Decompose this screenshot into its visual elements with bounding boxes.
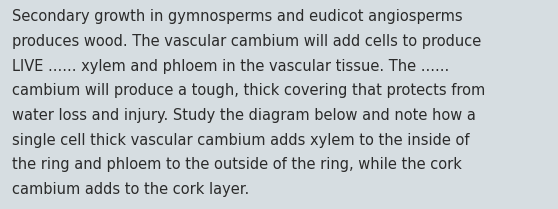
Text: cambium will produce a tough, thick covering that protects from: cambium will produce a tough, thick cove… <box>12 83 485 98</box>
Text: LIVE ...... xylem and phloem in the vascular tissue. The ......: LIVE ...... xylem and phloem in the vasc… <box>12 59 450 74</box>
Text: water loss and injury. Study the diagram below and note how a: water loss and injury. Study the diagram… <box>12 108 476 123</box>
Text: Secondary growth in gymnosperms and eudicot angiosperms: Secondary growth in gymnosperms and eudi… <box>12 9 463 24</box>
Text: single cell thick vascular cambium adds xylem to the inside of: single cell thick vascular cambium adds … <box>12 133 470 148</box>
Text: cambium adds to the cork layer.: cambium adds to the cork layer. <box>12 182 249 197</box>
Text: produces wood. The vascular cambium will add cells to produce: produces wood. The vascular cambium will… <box>12 34 482 49</box>
Text: the ring and phloem to the outside of the ring, while the cork: the ring and phloem to the outside of th… <box>12 157 462 172</box>
